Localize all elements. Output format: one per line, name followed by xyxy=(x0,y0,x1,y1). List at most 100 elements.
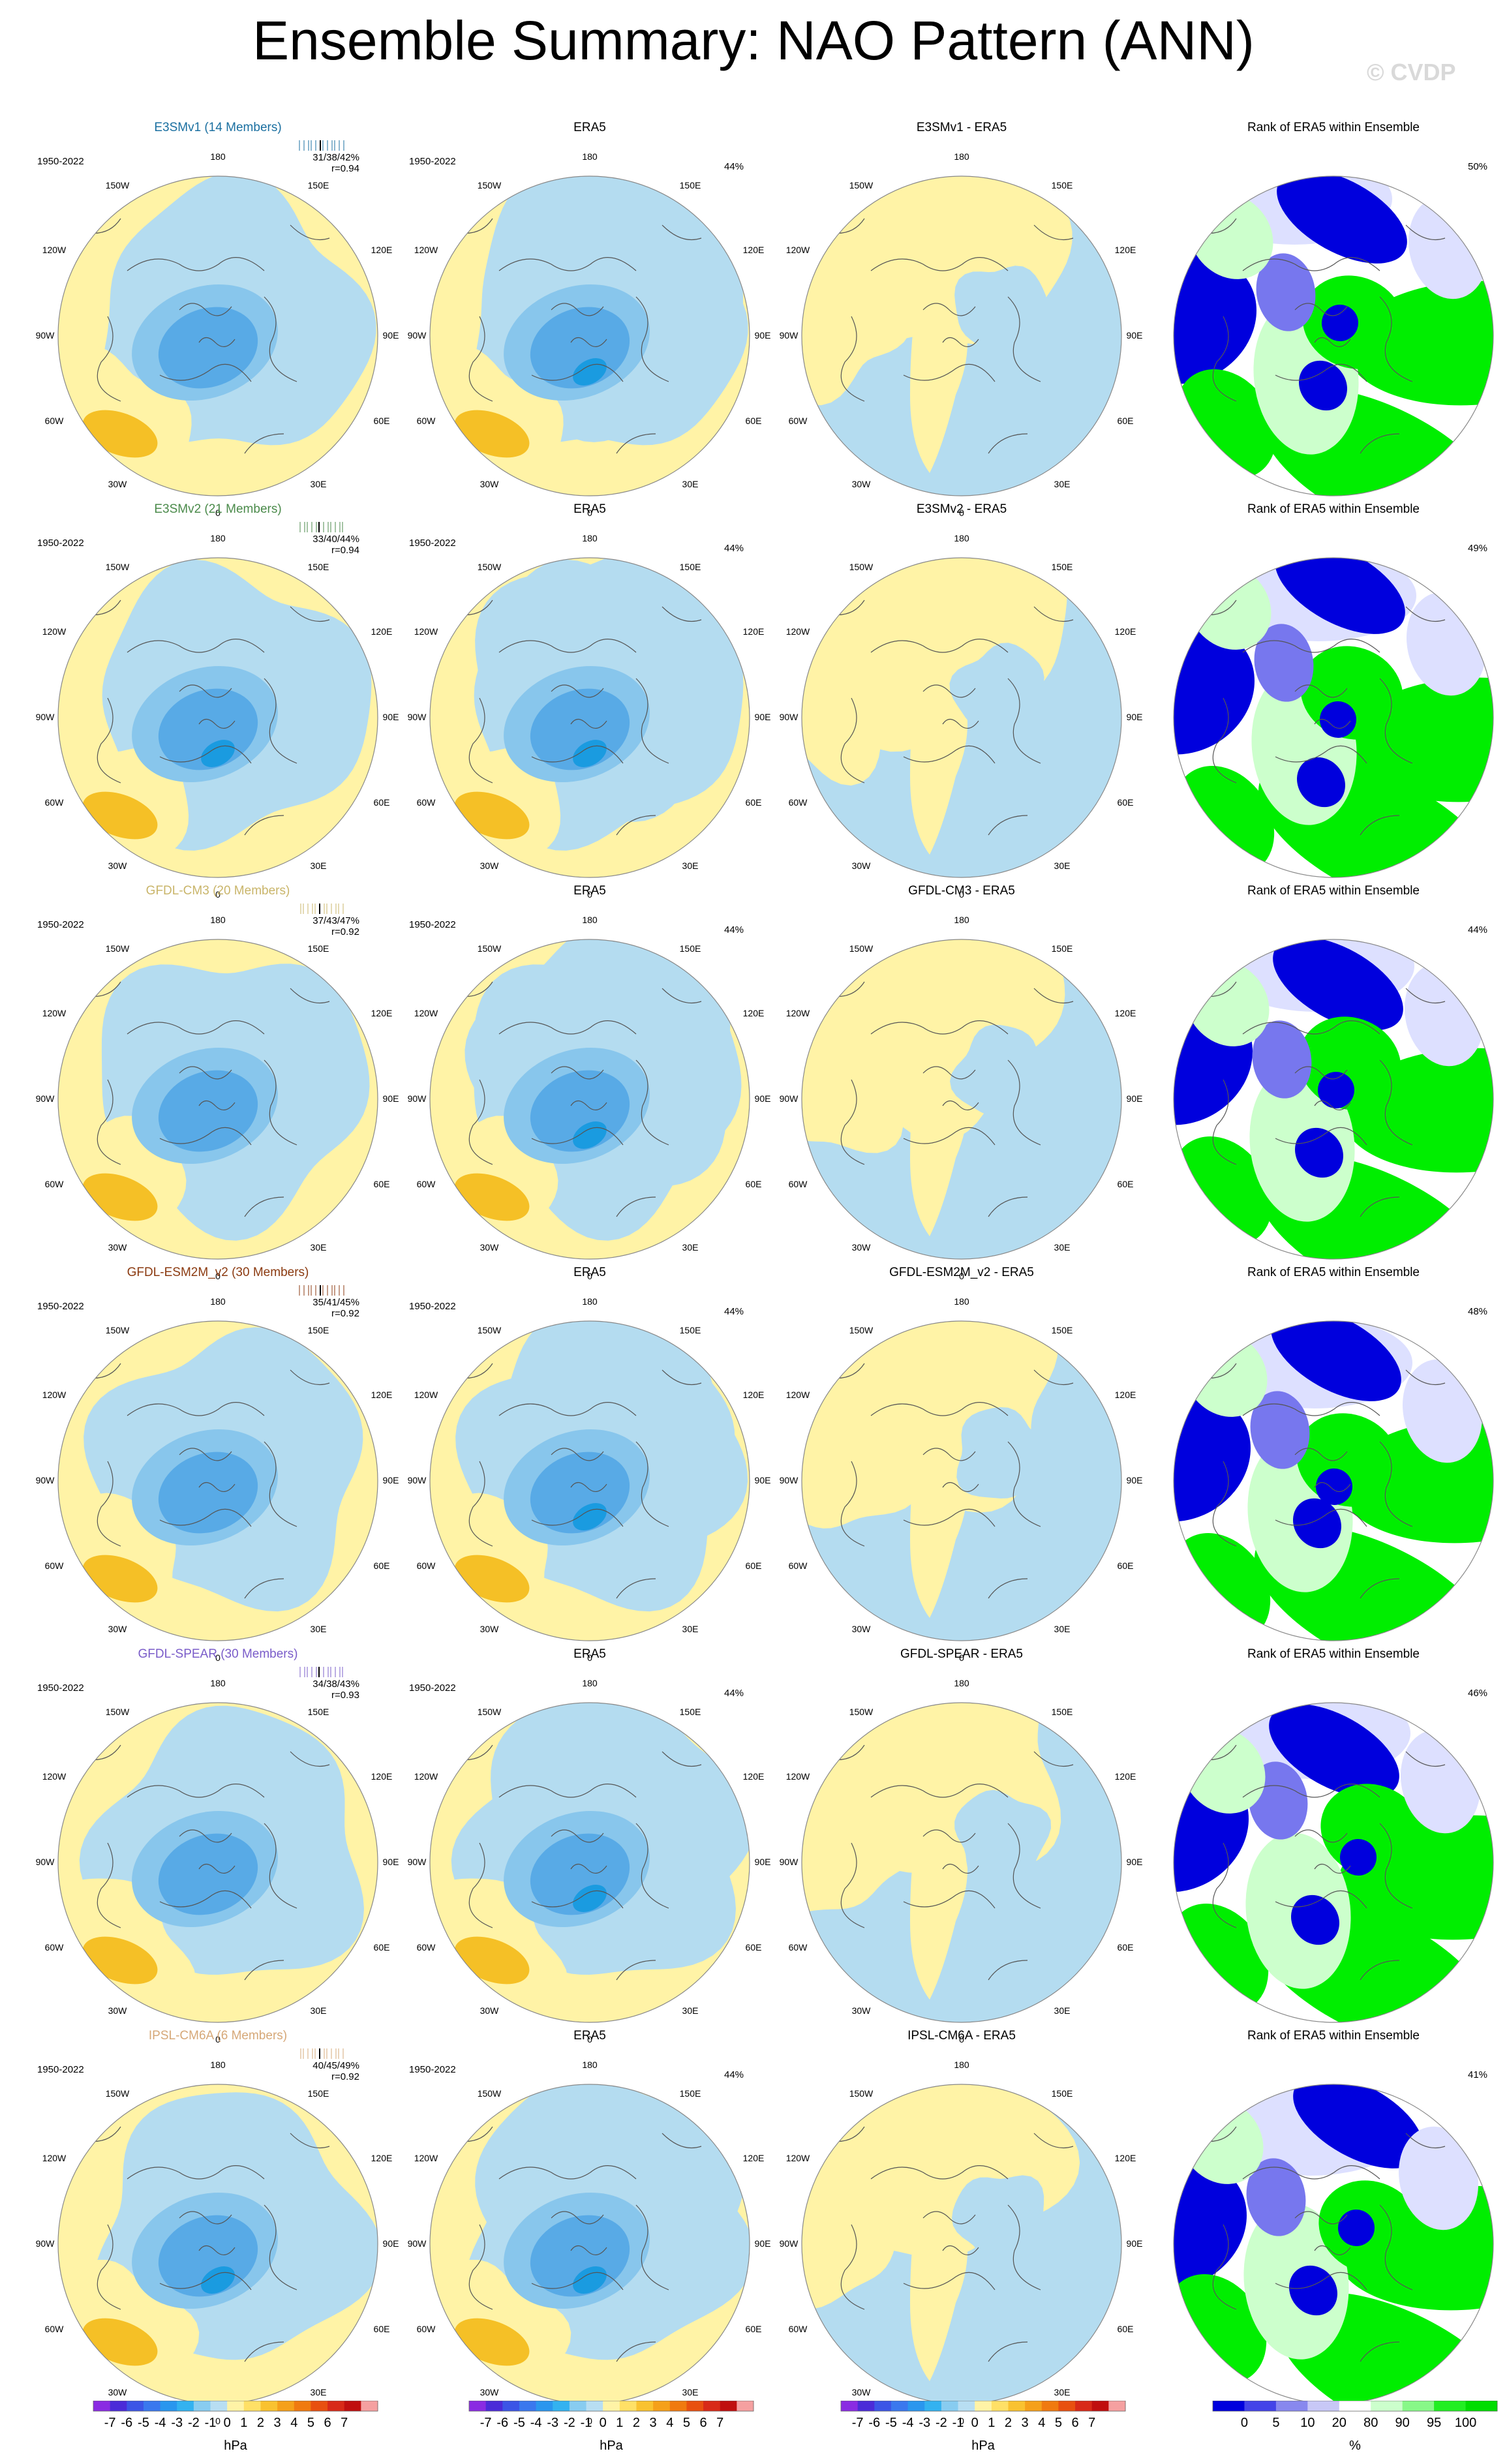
panel-model-5: GFDL-SPEAR (30 Members) 1950-2022 34/38/43… xyxy=(29,1647,406,2045)
panel-model-1: E3SMv1 (14 Members) 1950-2022 31/38/42% r=0… xyxy=(29,121,406,518)
colorbar-swatch xyxy=(210,2401,228,2411)
lon-label-l1: 120W xyxy=(786,2153,810,2163)
lon-label-l3: 60W xyxy=(789,797,808,808)
lon-label-l3: 60W xyxy=(45,2324,65,2334)
coastline xyxy=(1033,224,1074,241)
lon-label-top: 180 xyxy=(210,533,226,543)
lon-label-l2: 90W xyxy=(780,1857,799,1867)
colorbar-swatch xyxy=(958,2401,975,2411)
coastline xyxy=(1007,2204,1041,2290)
polar-map: 180 0 150W 150E 120W 120E 90W 90E 60W 60E 30W 30E xyxy=(780,1296,1143,1663)
lon-label-br: 30E xyxy=(1054,1624,1071,1634)
coastline xyxy=(127,1784,265,1798)
colorbar-swatch xyxy=(586,2401,603,2411)
panel-title: Rank of ERA5 within Ensemble xyxy=(1247,884,1420,898)
colorbar-swatch xyxy=(127,2401,144,2411)
map-boundary xyxy=(801,939,1122,1260)
rank-region xyxy=(1246,2158,1306,2236)
lon-label-l2: 90W xyxy=(36,1093,55,1104)
coastline xyxy=(290,1751,330,1767)
lon-label-br: 30E xyxy=(682,860,699,871)
coastline xyxy=(1314,1863,1351,1874)
lon-label-r2: 90E xyxy=(1127,2238,1143,2249)
coastline xyxy=(531,1127,624,1146)
coastline xyxy=(570,337,607,347)
coastline xyxy=(922,2211,976,2225)
coastline xyxy=(1212,1842,1237,1928)
lon-label-bl: 30W xyxy=(108,1242,128,1253)
lon-label-tl: 150W xyxy=(849,1325,874,1335)
lon-label-r1: 120E xyxy=(371,1771,393,1782)
colorbar-swatch xyxy=(1275,2401,1308,2411)
colorbar-tick-label: 7 xyxy=(716,2416,723,2430)
lon-label-r2: 90E xyxy=(755,1857,771,1867)
colorbar-swatch xyxy=(636,2401,654,2411)
coastline xyxy=(1033,1751,1074,1767)
coastline xyxy=(1275,745,1367,764)
colorbar-tick-label: 90 xyxy=(1395,2416,1410,2430)
colorbar-swatch xyxy=(311,2401,328,2411)
colorbar-tick-label: -5 xyxy=(885,2416,897,2430)
colorbar-swatch xyxy=(277,2401,295,2411)
coastline xyxy=(244,2341,284,2362)
colorbar-hpa-col3: -7 -6 -5 -4 -3 -2 -1 0 1 2 3 4 5 6 7 hPa xyxy=(795,2401,1172,2459)
panel-title: IPSL-CM6A (6 Members) xyxy=(148,2029,288,2043)
coastline xyxy=(616,1196,656,1217)
lon-label-r2: 90E xyxy=(1127,1093,1143,1104)
lon-label-tr: 150E xyxy=(680,1707,701,1717)
lon-label-l2: 90W xyxy=(36,2238,55,2249)
coastline xyxy=(922,1448,976,1461)
coastline xyxy=(988,815,1028,836)
lon-label-r1: 120E xyxy=(371,245,393,255)
lon-label-l2: 90W xyxy=(780,1093,799,1104)
lon-label-tl: 150W xyxy=(106,562,130,572)
rank-region xyxy=(1174,2159,1247,2289)
panel-model-6: IPSL-CM6A (6 Members) 1950-2022 40/45/49% r… xyxy=(29,2029,406,2426)
colorbar-swatch xyxy=(1008,2401,1026,2411)
lon-label-l1: 120W xyxy=(414,245,438,255)
colorbar-swatch xyxy=(619,2401,637,2411)
colorbar-tick-label: 0 xyxy=(600,2416,607,2430)
rank-region xyxy=(1340,1839,1377,1876)
coastline xyxy=(662,988,702,1004)
panel-rank-5: Rank of ERA5 within Ensemble 46% xyxy=(1145,1647,1507,2028)
colorbar-tick-label: -4 xyxy=(902,2416,914,2430)
lon-label-l1: 120W xyxy=(414,626,438,637)
colorbar-swatch xyxy=(1434,2401,1467,2411)
coastline xyxy=(1275,363,1367,382)
polar-map: 180 0 150W 150E 120W 120E 90W 90E 60W 60E 30W 30E xyxy=(408,151,771,518)
rank-region xyxy=(1252,1020,1312,1099)
polar-map: 180 0 150W 150E 120W 120E 90W 90E 60W 60E 30W 30E xyxy=(780,533,1143,900)
lon-label-bottom: 0 xyxy=(959,2416,964,2426)
colorbar-tick-label: -1 xyxy=(205,2416,217,2430)
lon-label-tl: 150W xyxy=(478,2088,502,2099)
coastline xyxy=(840,1079,865,1165)
coastline xyxy=(1033,988,1074,1004)
coastline xyxy=(97,1842,121,1928)
panel-era-1: ERA5 1950-2022 44% 180 0 150W 150E 120W 120E 90W 9… xyxy=(401,121,778,518)
coastline xyxy=(179,1448,232,1461)
panel-title: Rank of ERA5 within Ensemble xyxy=(1247,502,1420,516)
lon-label-tr: 150E xyxy=(680,943,701,954)
lon-label-top: 180 xyxy=(582,533,598,543)
map-boundary xyxy=(57,557,378,878)
coastline xyxy=(551,303,604,316)
colorbar-tick-label: -3 xyxy=(919,2416,930,2430)
panel-rank-4: Rank of ERA5 within Ensemble 48% xyxy=(1145,1266,1507,1647)
lon-label-l1: 120W xyxy=(414,1771,438,1782)
lon-label-br: 30E xyxy=(1054,860,1071,871)
panel-diff-1: E3SMv1 - ERA5 180 0 150W 150E 120W 120E 90W 90E 6… xyxy=(773,121,1150,518)
lon-label-r3: 60E xyxy=(1118,1560,1134,1571)
coastline xyxy=(1405,224,1446,241)
positive-difference-tongue xyxy=(910,2203,967,2381)
coastline xyxy=(635,1441,669,1527)
positive-difference-tongue xyxy=(910,295,967,473)
icelandic-low-core xyxy=(573,1885,607,1912)
colorbar-swatch xyxy=(874,2401,892,2411)
panel-title: E3SMv1 - ERA5 xyxy=(916,121,1007,134)
coastline xyxy=(942,2245,979,2255)
coastline xyxy=(244,1196,284,1217)
colorbar-hpa-col1: -7 -6 -5 -4 -3 -2 -1 0 1 2 3 4 5 6 7 hPa xyxy=(47,2401,424,2459)
coastline xyxy=(1314,337,1351,347)
lon-label-br: 30E xyxy=(682,1624,699,1634)
